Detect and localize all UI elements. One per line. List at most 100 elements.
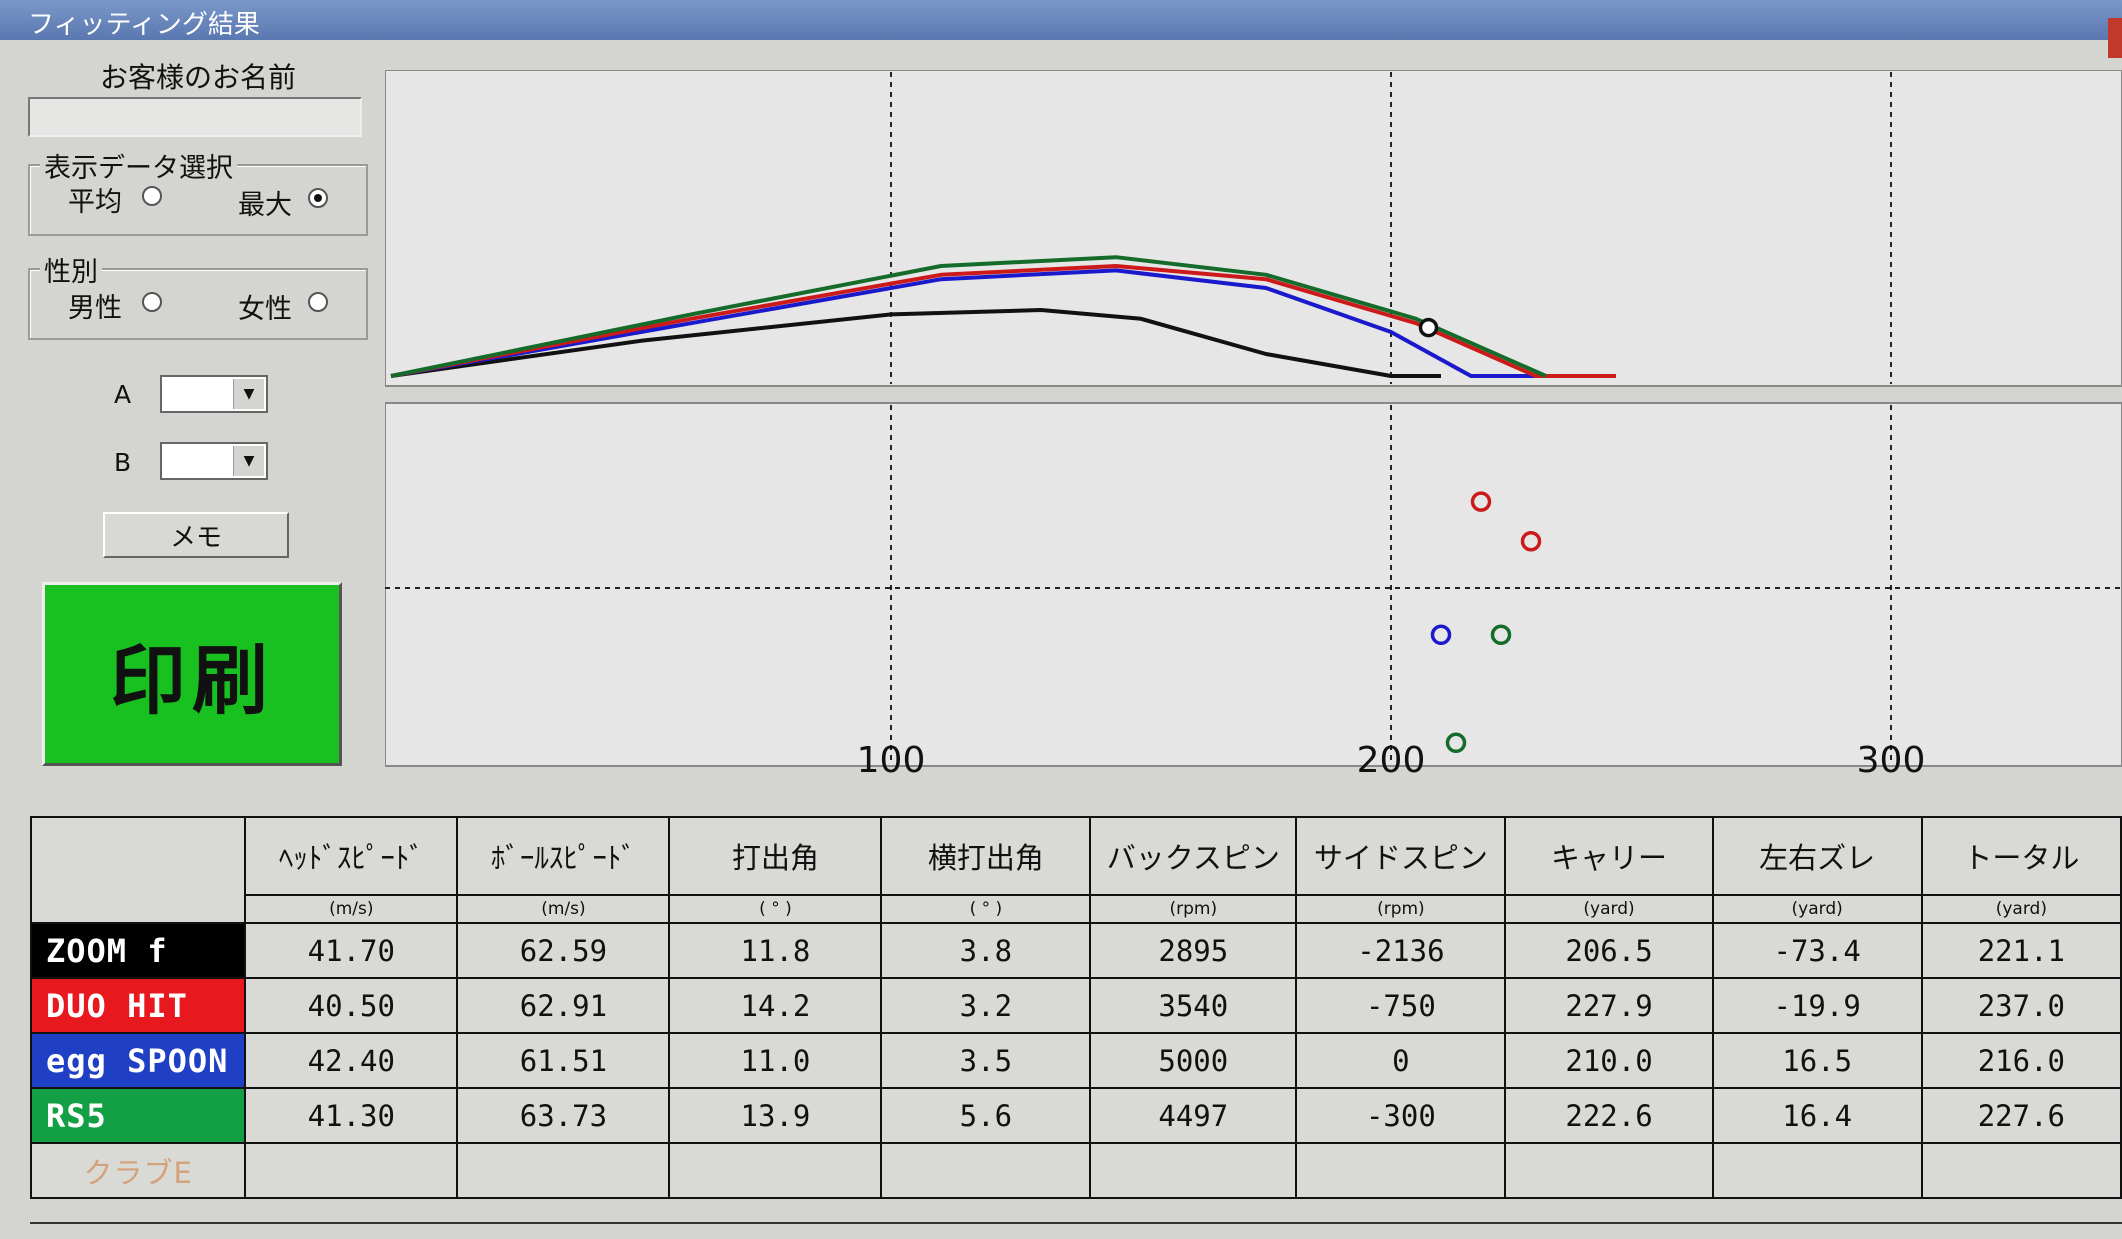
x-tick-label: 300 — [1857, 740, 1926, 781]
club-name-cell[interactable]: クラブE — [29, 1142, 247, 1199]
club-name-cell[interactable]: ZOOM f — [29, 922, 247, 979]
value-cell — [1295, 1142, 1507, 1199]
x-tick-label: 200 — [1357, 740, 1426, 781]
value-cell: 61.51 — [456, 1032, 671, 1089]
window-title: フィッティング結果 — [28, 10, 260, 40]
trajectory-panel — [385, 70, 2122, 387]
value-cell: 16.5 — [1711, 1032, 1923, 1089]
gender-group: 性別 男性 女性 — [28, 250, 368, 340]
value-cell: 11.0 — [668, 1032, 883, 1089]
value-cell — [1711, 1142, 1923, 1199]
option-average-label: 平均 — [68, 187, 122, 218]
gender-legend: 性別 — [40, 250, 102, 289]
value-cell: 63.73 — [456, 1087, 671, 1144]
option-female-radio[interactable] — [308, 292, 328, 312]
value-cell: -2136 — [1295, 922, 1507, 979]
column-unit: (rpm) — [1089, 894, 1298, 924]
value-cell: 227.9 — [1504, 977, 1714, 1034]
column-header: キャリー — [1504, 816, 1714, 896]
customer-name-input[interactable] — [28, 97, 362, 137]
trajectory-line — [390, 264, 1616, 378]
table-row: クラブE — [29, 1142, 2122, 1199]
value-cell — [668, 1142, 883, 1199]
landing-point — [1430, 624, 1452, 646]
value-cell: 41.30 — [244, 1087, 459, 1144]
value-cell: 221.1 — [1920, 922, 2122, 979]
combo-b-select[interactable]: ▼ — [160, 442, 268, 480]
value-cell: 14.2 — [668, 977, 883, 1034]
value-cell: 216.0 — [1920, 1032, 2122, 1089]
column-unit: (rpm) — [1295, 894, 1507, 924]
option-max-radio[interactable] — [308, 188, 328, 208]
club-name-cell[interactable]: egg SPOON — [29, 1032, 247, 1089]
value-cell: 227.6 — [1920, 1087, 2122, 1144]
chevron-down-icon[interactable]: ▼ — [233, 446, 264, 476]
column-header: トータル — [1920, 816, 2122, 896]
window-titlebar: フィッティング結果 — [0, 0, 2122, 58]
table-row: RS5 41.30 63.73 13.9 5.6 4497 -300 222.6 16.4 227… — [29, 1087, 2122, 1144]
option-max-label: 最大 — [238, 190, 292, 221]
value-cell: 62.59 — [456, 922, 671, 979]
value-cell: 62.91 — [456, 977, 671, 1034]
column-header: バックスピン — [1089, 816, 1298, 896]
results-table: ﾍｯﾄﾞｽﾋﾟｰﾄﾞ ﾎﾞｰﾙｽﾋﾟｰﾄﾞ 打出角 横打出角 バックスピン サイドスピンキ… — [29, 816, 2122, 1199]
column-unit: (yard) — [1920, 894, 2122, 924]
column-header: 横打出角 — [880, 816, 1092, 896]
value-cell: 11.8 — [668, 922, 883, 979]
display-data-group: 表示データ選択 平均 最大 — [28, 146, 368, 236]
print-button[interactable]: 印刷 — [42, 582, 342, 766]
value-cell: 3540 — [1089, 977, 1298, 1034]
landing-point — [1470, 491, 1492, 512]
column-header: 打出角 — [668, 816, 883, 896]
column-unit: (m/s) — [244, 894, 459, 924]
value-cell — [1920, 1142, 2122, 1199]
value-cell — [880, 1142, 1092, 1199]
table-row: egg SPOON 42.40 61.51 11.0 3.5 5000 0 210.0 16.5… — [29, 1032, 2122, 1089]
value-cell: 3.5 — [880, 1032, 1092, 1089]
table-row: DUO HIT 40.50 62.91 14.2 3.2 3540 -750 227.9 -19… — [29, 977, 2122, 1034]
value-cell: 13.9 — [668, 1087, 883, 1144]
fitting-chart: 100 200 300 — [385, 70, 2122, 781]
memo-button[interactable]: メモ — [103, 512, 289, 558]
combo-a-select[interactable]: ▼ — [160, 375, 268, 413]
club-name-cell[interactable]: DUO HIT — [29, 977, 247, 1034]
column-unit: (yard) — [1711, 894, 1923, 924]
trajectory-line — [390, 308, 1441, 378]
column-unit: ( ° ) — [880, 894, 1092, 924]
landing-point — [1520, 530, 1542, 552]
option-average-radio[interactable] — [142, 186, 162, 206]
x-tick-label: 100 — [857, 740, 926, 781]
trajectory-line — [390, 268, 1541, 378]
chevron-down-icon[interactable]: ▼ — [233, 379, 264, 409]
value-cell: 237.0 — [1920, 977, 2122, 1034]
value-cell: 4497 — [1089, 1087, 1298, 1144]
value-cell: 5.6 — [880, 1087, 1092, 1144]
value-cell: 3.8 — [880, 922, 1092, 979]
value-cell: 222.6 — [1504, 1087, 1714, 1144]
column-header: サイドスピン — [1295, 816, 1507, 896]
value-cell — [456, 1142, 671, 1199]
club-name-cell[interactable]: RS5 — [29, 1087, 247, 1144]
value-cell: -750 — [1295, 977, 1507, 1034]
close-icon[interactable] — [2108, 18, 2122, 58]
display-data-legend: 表示データ選択 — [40, 146, 237, 185]
column-header: ﾍｯﾄﾞｽﾋﾟｰﾄﾞ — [244, 816, 459, 896]
value-cell: -300 — [1295, 1087, 1507, 1144]
trajectory-point — [1418, 317, 1439, 338]
column-unit: (yard) — [1504, 894, 1714, 924]
landing-point — [1490, 624, 1512, 646]
value-cell: 2895 — [1089, 922, 1298, 979]
option-male-radio[interactable] — [142, 292, 162, 312]
value-cell: 40.50 — [244, 977, 459, 1034]
value-cell: -73.4 — [1711, 922, 1923, 979]
column-header: 左右ズレ — [1711, 816, 1923, 896]
combo-b-label: B — [114, 448, 132, 477]
value-cell: 16.4 — [1711, 1087, 1923, 1144]
landing-point — [1445, 732, 1467, 754]
table-corner — [29, 816, 247, 924]
value-cell: 0 — [1295, 1032, 1507, 1089]
bottom-table-edge — [30, 1222, 2122, 1239]
value-cell: 206.5 — [1504, 922, 1714, 979]
value-cell: 210.0 — [1504, 1032, 1714, 1089]
dispersion-panel — [385, 402, 2122, 767]
